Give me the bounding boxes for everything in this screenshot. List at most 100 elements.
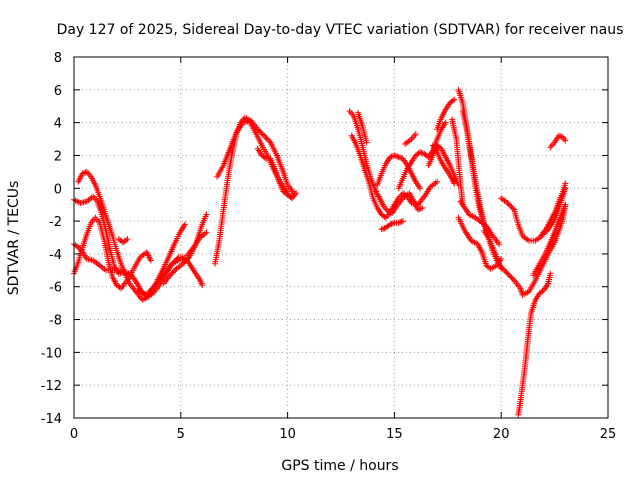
data-point	[451, 180, 458, 187]
y-tick-label: -14	[41, 412, 62, 427]
y-tick-label: 0	[54, 182, 62, 197]
data-point	[412, 131, 419, 138]
data-point	[263, 135, 270, 142]
y-tick-label: -10	[41, 346, 62, 361]
data-point	[509, 275, 516, 282]
series-track-ab	[481, 227, 505, 272]
plot-frame	[73, 56, 609, 419]
data-point	[182, 258, 189, 265]
series-track-s	[402, 131, 419, 147]
data-point	[293, 190, 300, 197]
data-point	[399, 218, 406, 225]
axis-ticks: 0 5 10 15 20 25 -14 -12 -10 -8 -6 -4 -2 0 2 4 6 8	[41, 51, 617, 442]
series-track-aa	[457, 198, 503, 248]
data-point	[124, 236, 131, 243]
y-tick-label: -8	[49, 314, 62, 329]
series-track-y	[459, 108, 492, 238]
data-point	[418, 149, 425, 156]
data-point	[261, 154, 268, 161]
data-point	[504, 200, 511, 207]
data-point	[502, 267, 509, 274]
series-track-o	[355, 109, 370, 146]
data-point	[116, 284, 123, 291]
data-point	[262, 134, 269, 141]
data-point	[389, 220, 396, 227]
x-tick-label: 10	[279, 427, 296, 442]
data-point	[167, 272, 174, 279]
data-point	[507, 202, 514, 209]
data-point	[172, 266, 179, 273]
series-track-w	[449, 116, 466, 208]
series-track-x	[455, 86, 569, 298]
series-track-ad	[530, 201, 569, 279]
plot-area	[71, 86, 569, 418]
series-track-u	[429, 142, 458, 187]
data-point	[508, 203, 515, 210]
series-track-n	[348, 132, 441, 221]
series-track-h	[184, 229, 210, 259]
data-point	[394, 153, 401, 160]
series-track-e	[115, 236, 131, 246]
data-point	[498, 265, 505, 272]
data-point	[475, 216, 482, 223]
data-point	[392, 153, 399, 160]
y-tick-label: 8	[54, 51, 62, 66]
data-point	[266, 138, 273, 145]
data-point	[397, 154, 404, 161]
data-point	[562, 201, 569, 208]
grid-lines	[74, 57, 608, 418]
data-point	[363, 139, 370, 146]
series-track-ag	[547, 132, 569, 151]
data-point	[203, 229, 210, 236]
data-point	[508, 274, 515, 281]
data-point	[387, 154, 394, 161]
data-point	[147, 257, 154, 264]
y-axis-label: SDTVAR / TECUs	[6, 181, 22, 296]
data-point	[395, 154, 402, 161]
x-tick-label: 0	[70, 427, 78, 442]
data-point	[79, 170, 86, 177]
data-point	[507, 273, 514, 280]
data-point	[82, 169, 89, 176]
data-point	[264, 136, 271, 143]
series-track-f	[135, 255, 206, 298]
data-point	[378, 226, 385, 233]
data-point	[80, 169, 87, 176]
series-track-p	[378, 218, 406, 233]
data-point	[122, 237, 129, 244]
y-tick-label: -12	[41, 379, 62, 394]
data-point	[182, 221, 189, 228]
data-point	[496, 241, 503, 248]
data-point	[254, 126, 261, 133]
data-point	[562, 137, 569, 144]
chart-title: Day 127 of 2025, Sidereal Day-to-day VTE…	[57, 22, 624, 38]
y-tick-label: -4	[49, 248, 62, 263]
data-point	[380, 225, 387, 232]
data-point	[170, 268, 177, 275]
data-point	[417, 205, 424, 212]
data-point	[500, 266, 507, 273]
x-tick-label: 25	[600, 427, 617, 442]
series-track-af	[538, 180, 569, 238]
data-point	[504, 270, 511, 277]
data-point	[168, 270, 175, 277]
data-point	[261, 132, 268, 139]
data-point	[505, 201, 512, 208]
data-point	[419, 204, 426, 211]
x-tick-label: 15	[386, 427, 403, 442]
data-point	[417, 149, 424, 156]
series-track-b	[75, 168, 189, 303]
data-point	[434, 178, 441, 185]
series-track-ae	[515, 270, 554, 418]
data-point	[547, 270, 554, 277]
data-point	[395, 219, 402, 226]
series-track-z	[455, 214, 505, 272]
x-tick-label: 20	[493, 427, 510, 442]
data-point	[258, 130, 265, 137]
data-point	[257, 128, 264, 135]
y-tick-label: -2	[49, 215, 62, 230]
data-point	[179, 260, 186, 267]
data-point	[416, 206, 423, 213]
data-point	[505, 271, 512, 278]
data-point	[498, 255, 505, 262]
